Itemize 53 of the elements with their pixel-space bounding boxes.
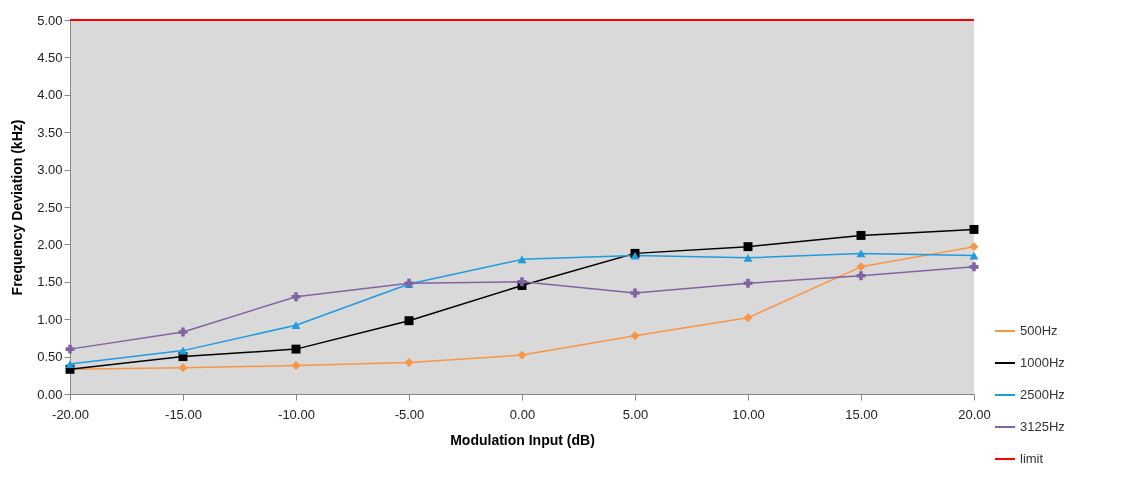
x-tick-label: 10.00 bbox=[732, 406, 765, 422]
legend-label: 3125Hz bbox=[1020, 419, 1065, 434]
point bbox=[517, 255, 527, 264]
x-tick-label: 15.00 bbox=[845, 406, 878, 422]
point bbox=[630, 288, 640, 298]
point bbox=[291, 344, 301, 354]
point bbox=[404, 358, 414, 368]
point bbox=[856, 230, 866, 240]
point bbox=[517, 350, 527, 360]
y-tick-label: 2.50 bbox=[37, 199, 63, 215]
y-tick-label: 3.00 bbox=[37, 162, 63, 178]
y-tick-label: 2.00 bbox=[37, 236, 63, 252]
y-tick-label: 3.50 bbox=[37, 124, 63, 140]
y-tick-label: 5.00 bbox=[37, 12, 63, 28]
x-tick-label: 0.00 bbox=[509, 406, 536, 422]
point bbox=[743, 253, 753, 262]
point bbox=[630, 331, 640, 341]
point bbox=[856, 249, 866, 258]
point bbox=[178, 363, 188, 373]
y-tick-label: 1.50 bbox=[37, 274, 63, 290]
point bbox=[65, 344, 75, 354]
x-tick-label: 20.00 bbox=[958, 406, 991, 422]
point bbox=[291, 361, 301, 371]
y-tick-label: 4.50 bbox=[37, 49, 63, 65]
point bbox=[969, 224, 979, 234]
y-tick-label: 0.00 bbox=[37, 386, 63, 402]
point bbox=[969, 242, 979, 252]
x-tick-label: 5.00 bbox=[622, 406, 649, 422]
point bbox=[743, 278, 753, 288]
point bbox=[743, 313, 753, 323]
point bbox=[856, 262, 866, 272]
point bbox=[291, 321, 301, 330]
y-axis-title: Frequency Deviation (kHz) bbox=[9, 119, 26, 296]
x-axis-title: Modulation Input (dB) bbox=[450, 431, 595, 448]
point bbox=[517, 277, 527, 287]
point bbox=[291, 292, 301, 302]
y-tick-label: 0.50 bbox=[37, 349, 63, 365]
x-tick-label: -15.00 bbox=[165, 406, 202, 422]
y-tick-label: 1.00 bbox=[37, 311, 63, 327]
legend-label: 2500Hz bbox=[1020, 387, 1065, 402]
point bbox=[404, 316, 414, 326]
point bbox=[856, 271, 866, 281]
legend-label: limit bbox=[1020, 451, 1044, 466]
legend-label: 500Hz bbox=[1020, 323, 1058, 338]
y-tick-label: 4.00 bbox=[37, 87, 63, 103]
point bbox=[969, 262, 979, 272]
x-tick-label: -5.00 bbox=[394, 406, 425, 422]
point bbox=[743, 242, 753, 252]
legend-label: 1000Hz bbox=[1020, 355, 1065, 370]
point bbox=[178, 327, 188, 337]
x-tick-label: -20.00 bbox=[52, 406, 89, 422]
x-tick-label: -10.00 bbox=[278, 406, 315, 422]
point bbox=[65, 360, 75, 368]
